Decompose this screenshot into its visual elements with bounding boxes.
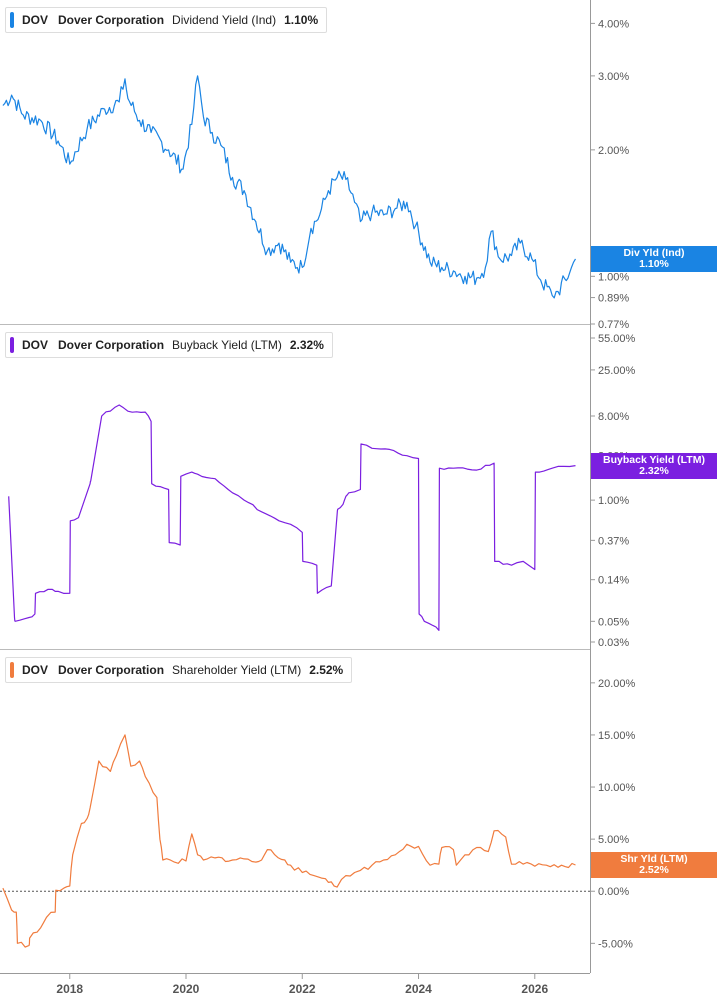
y-tick-label: 5.00% [598, 834, 629, 846]
tag-label: Div Yld (Ind) [623, 246, 685, 259]
tag-value: 2.52% [639, 863, 669, 876]
y-tick-label: 1.00% [598, 495, 629, 507]
x-tick-label: 2018 [56, 982, 83, 996]
legend-box: DOV Dover Corporation Dividend Yield (Ind)… [5, 7, 328, 33]
legend-box: DOV Dover Corporation Buyback Yield (LTM) 2… [5, 332, 333, 358]
tag-label: Buyback Yield (LTM) [603, 453, 705, 466]
legend-ticker: DOV [22, 663, 49, 677]
y-tick-label: 0.14% [598, 575, 629, 587]
legend-metric: Dividend Yield (Ind) [172, 13, 277, 27]
y-tick-label: 1.00% [598, 271, 629, 283]
legend-box: DOV Dover Corporation Shareholder Yield (L… [5, 657, 353, 683]
y-tick-label: -5.00% [598, 938, 633, 950]
legend-company: Dover Corporation [58, 338, 165, 352]
legend-value: 1.10% [284, 13, 319, 27]
legend-metric: Buyback Yield (LTM) [172, 338, 282, 352]
legend-company: Dover Corporation [58, 13, 165, 27]
x-tick-label: 2026 [521, 982, 548, 996]
y-tick-label: 3.00% [598, 71, 629, 83]
legend-color-swatch [10, 337, 14, 353]
legend-value: 2.52% [309, 663, 344, 677]
x-tick-label: 2024 [405, 982, 432, 996]
series-line [8, 404, 576, 631]
current-value-tag: Buyback Yield (LTM) 2.32% [591, 452, 717, 479]
tag-label: Shr Yld (LTM) [620, 852, 688, 865]
y-tick-label: 8.00% [598, 411, 629, 423]
y-tick-label: 0.00% [598, 886, 629, 898]
y-tick-label: 0.37% [598, 535, 629, 547]
x-tick-label: 2020 [173, 982, 200, 996]
legend-value: 2.32% [289, 338, 324, 352]
current-value-tag: Shr Yld (LTM) 2.52% [591, 851, 717, 878]
y-tick-label: 55.00% [598, 333, 636, 345]
tag-value: 2.32% [639, 464, 669, 477]
y-tick-label: 10.00% [598, 782, 636, 794]
y-tick-label: 20.00% [598, 678, 636, 690]
x-tick-label: 2022 [289, 982, 316, 996]
series-line [2, 734, 576, 948]
y-tick-label: 15.00% [598, 730, 636, 742]
legend-company: Dover Corporation [58, 663, 165, 677]
legend-ticker: DOV [22, 338, 49, 352]
legend-ticker: DOV [22, 13, 49, 27]
y-tick-label: 2.00% [598, 145, 629, 157]
y-tick-label: 4.00% [598, 18, 629, 30]
y-tick-label: 0.89% [598, 293, 629, 305]
y-tick-label: 25.00% [598, 365, 636, 377]
legend-color-swatch [10, 662, 14, 678]
current-value-tag: Div Yld (Ind) 1.10% [591, 245, 717, 272]
legend-color-swatch [10, 12, 14, 28]
legend-metric: Shareholder Yield (LTM) [172, 663, 302, 677]
y-tick-label: 0.77% [598, 319, 629, 331]
tag-value: 1.10% [639, 257, 669, 270]
y-tick-label: 0.03% [598, 637, 629, 649]
y-tick-label: 0.05% [598, 616, 629, 628]
series-line [2, 75, 577, 299]
